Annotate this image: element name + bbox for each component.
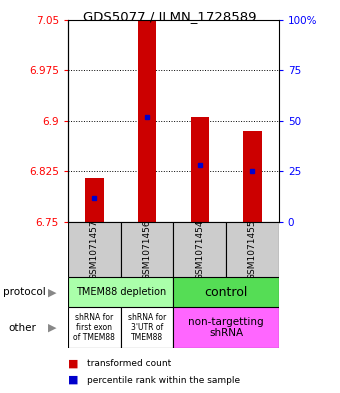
Text: TMEM88 depletion: TMEM88 depletion xyxy=(75,287,166,297)
Text: non-targetting
shRNA: non-targetting shRNA xyxy=(188,317,264,338)
Text: ■: ■ xyxy=(68,358,79,369)
Text: GSM1071454: GSM1071454 xyxy=(195,219,204,280)
Text: ▶: ▶ xyxy=(49,323,57,333)
Text: GSM1071455: GSM1071455 xyxy=(248,219,257,280)
Bar xyxy=(226,222,279,277)
Bar xyxy=(68,307,121,348)
Text: shRNA for
3'UTR of
TMEM88: shRNA for 3'UTR of TMEM88 xyxy=(128,313,166,342)
Text: percentile rank within the sample: percentile rank within the sample xyxy=(87,376,240,384)
Bar xyxy=(138,20,156,222)
Text: ■: ■ xyxy=(68,375,79,385)
Text: GSM1071456: GSM1071456 xyxy=(142,219,152,280)
Bar xyxy=(190,118,209,222)
Text: GSM1071457: GSM1071457 xyxy=(90,219,99,280)
Bar xyxy=(173,277,279,307)
Bar xyxy=(173,307,279,348)
Bar xyxy=(243,131,262,222)
Text: ▶: ▶ xyxy=(49,287,57,298)
Bar xyxy=(121,307,173,348)
Text: shRNA for
first exon
of TMEM88: shRNA for first exon of TMEM88 xyxy=(73,313,115,342)
Bar xyxy=(68,222,121,277)
Bar xyxy=(85,178,104,222)
Text: GDS5077 / ILMN_1728589: GDS5077 / ILMN_1728589 xyxy=(83,10,257,23)
Text: transformed count: transformed count xyxy=(87,359,171,368)
Bar xyxy=(121,222,173,277)
Text: protocol: protocol xyxy=(3,287,46,298)
Text: other: other xyxy=(8,323,36,333)
Bar xyxy=(68,277,173,307)
Text: control: control xyxy=(204,286,248,299)
Bar xyxy=(173,222,226,277)
